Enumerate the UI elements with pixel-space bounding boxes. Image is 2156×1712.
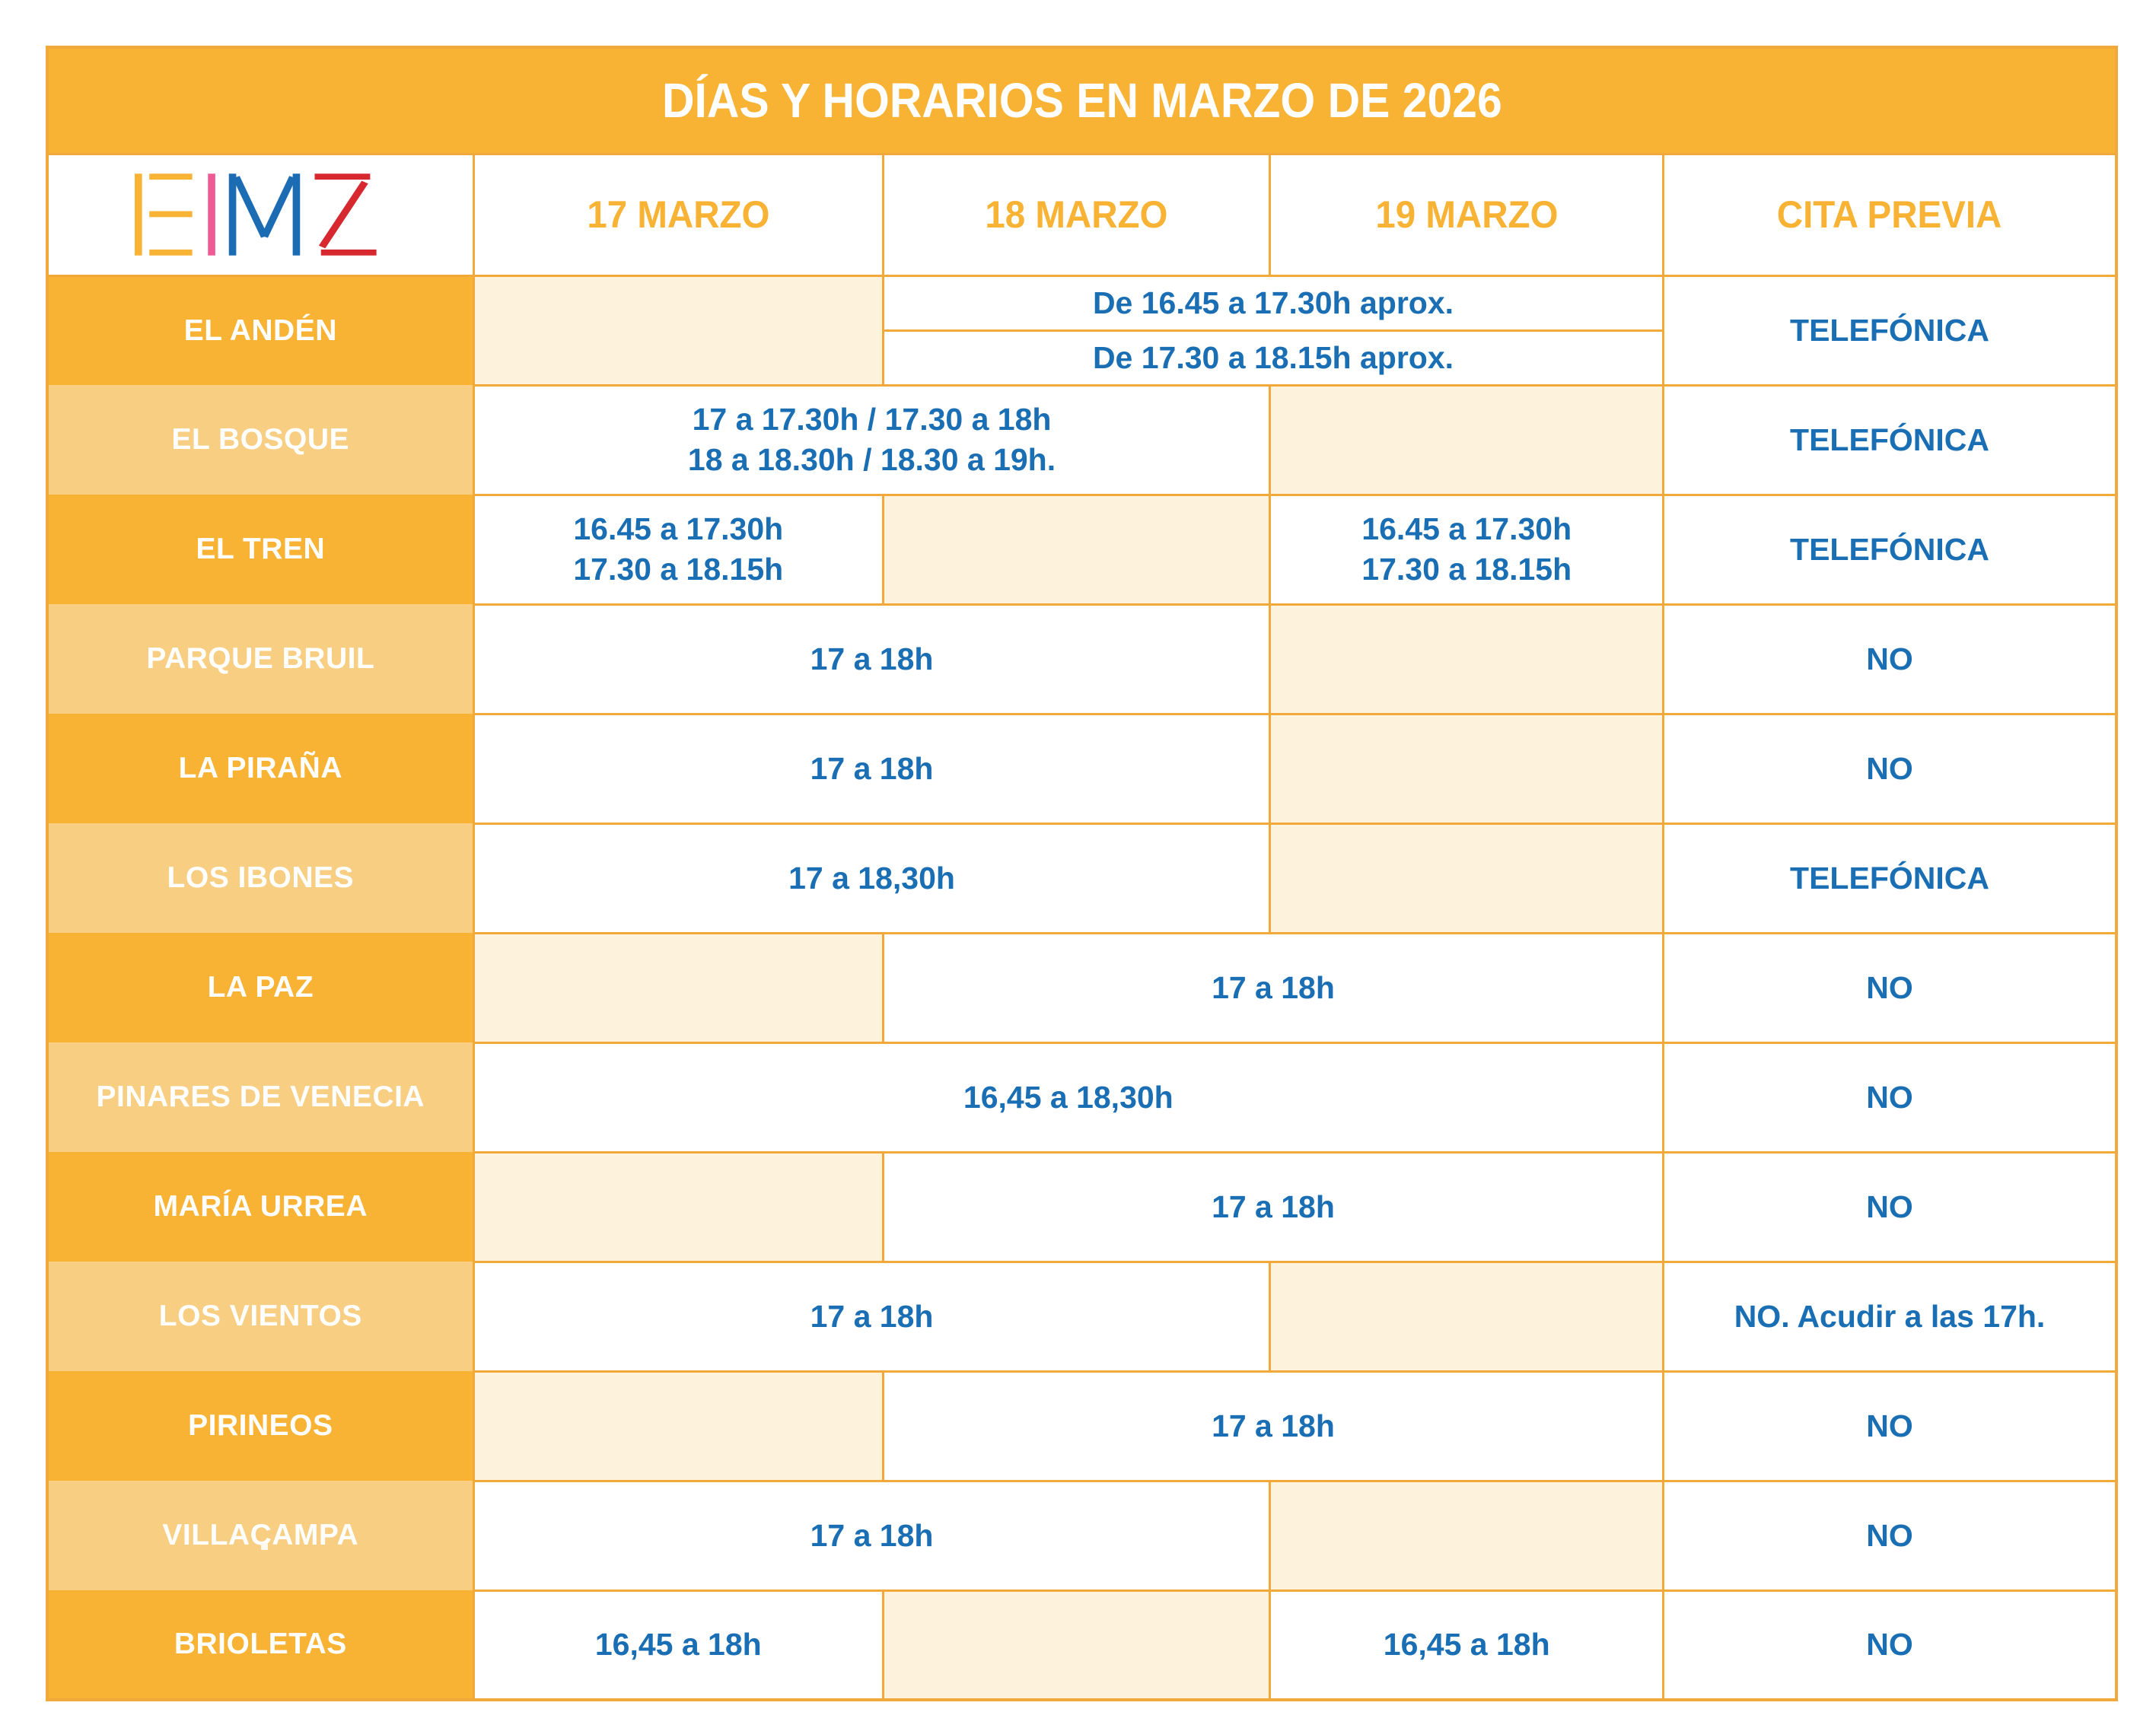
cita-cell: TELEFÓNICA: [1662, 822, 2118, 934]
row-label: BRIOLETAS: [47, 1590, 474, 1700]
column-header-17-marzo: 17 MARZO: [472, 152, 884, 277]
time-cell: 17 a 18h: [472, 1260, 1272, 1373]
row-label: MARÍA URREA: [47, 1152, 474, 1262]
time-cell: 16,45 a 18,30h: [472, 1041, 1665, 1154]
row-label: LA PIRAÑA: [47, 714, 474, 823]
column-header-18-marzo: 18 MARZO: [881, 152, 1272, 277]
cita-cell: TELEFÓNICA: [1662, 274, 2118, 387]
time-cell: 17 a 18h: [472, 712, 1272, 825]
column-header-19-marzo: 19 MARZO: [1269, 152, 1665, 277]
table-row: BRIOLETAS 16,45 a 18h 16,45 a 18h NO: [47, 1589, 2118, 1701]
time-cell: De 16.45 a 17.30h aprox.: [881, 274, 1665, 332]
time-cell: 17 a 18h: [472, 1479, 1272, 1592]
cita-cell: NO. Acudir a las 17h.: [1662, 1260, 2118, 1373]
table-row: PINARES DE VENECIA 16,45 a 18,30h NO: [47, 1041, 2118, 1154]
table-row: MARÍA URREA 17 a 18h NO: [47, 1150, 2118, 1263]
cita-cell: NO: [1662, 712, 2118, 825]
time-cell: 17 a 17.30h / 17.30 a 18h 18 a 18.30h / …: [472, 383, 1272, 496]
page-title: DÍAS Y HORARIOS EN MARZO DE 2026: [661, 73, 1502, 129]
cita-cell: NO: [1662, 1150, 2118, 1263]
table-row: LOS IBONES 17 a 18,30h TELEFÓNICA: [47, 822, 2118, 934]
row-label: PARQUE BRUIL: [47, 604, 474, 714]
table-row: De 17.30 a 18.15h aprox.: [47, 329, 2116, 387]
empty-cell: [881, 493, 1272, 606]
table-row: PIRINEOS 17 a 18h NO: [47, 1370, 2118, 1482]
empty-cell: [1269, 603, 1665, 715]
column-header-cita-previa: CITA PREVIA: [1662, 152, 2118, 277]
row-label: PIRINEOS: [47, 1371, 474, 1481]
time-cell: 16.45 a 17.30h 17.30 a 18.15h: [472, 493, 884, 606]
time-cell: 17 a 18h: [881, 1370, 1665, 1482]
empty-cell: [1269, 712, 1665, 825]
eimz-logo: [135, 173, 377, 256]
table-row: LA PAZ 17 a 18h NO: [47, 931, 2118, 1044]
table-row: EL TREN 16.45 a 17.30h 17.30 a 18.15h 16…: [47, 493, 2118, 606]
row-label: EL BOSQUE: [47, 385, 474, 495]
table-row: LA PIRAÑA 17 a 18h NO: [47, 712, 2118, 825]
cita-cell: NO: [1662, 1041, 2118, 1154]
cita-cell: TELEFÓNICA: [1662, 383, 2118, 496]
cita-cell: NO: [1662, 931, 2118, 1044]
empty-cell: [1269, 1479, 1665, 1592]
row-label: LA PAZ: [47, 933, 474, 1042]
empty-cell: [472, 931, 884, 1044]
time-cell: 16.45 a 17.30h 17.30 a 18.15h: [1269, 493, 1665, 606]
logo-cell: [46, 152, 475, 277]
empty-cell: [1269, 822, 1665, 934]
time-cell: 17 a 18,30h: [472, 822, 1272, 934]
table-row: EL ANDÉN De 16.45 a 17.30h aprox. TELEFÓ…: [47, 274, 2118, 387]
table-row: VILLACAMPA 17 a 18h NO: [47, 1479, 2118, 1592]
empty-cell: [472, 1370, 884, 1482]
stray-dot-artifact: [261, 1543, 268, 1550]
cita-cell: NO: [1662, 1589, 2118, 1701]
cita-cell: NO: [1662, 603, 2118, 715]
time-cell: 17 a 18h: [881, 931, 1665, 1044]
row-label: LOS IBONES: [47, 823, 474, 933]
schedule-table: DÍAS Y HORARIOS EN MARZO DE 2026: [46, 46, 2118, 1701]
empty-cell: [472, 1150, 884, 1263]
table-row: PARQUE BRUIL 17 a 18h NO: [47, 603, 2118, 715]
empty-cell: [1269, 383, 1665, 496]
row-label: EL ANDÉN: [47, 275, 474, 385]
time-cell: De 17.30 a 18.15h aprox.: [881, 329, 1665, 387]
cita-cell: NO: [1662, 1479, 2118, 1592]
row-label: EL TREN: [47, 495, 474, 604]
table-row: EL BOSQUE 17 a 17.30h / 17.30 a 18h 18 a…: [47, 383, 2118, 496]
cita-cell: TELEFÓNICA: [1662, 493, 2118, 606]
row-label: LOS VIENTOS: [47, 1262, 474, 1371]
empty-cell: [472, 274, 884, 387]
time-cell: 16,45 a 18h: [472, 1589, 884, 1701]
row-label: PINARES DE VENECIA: [47, 1042, 474, 1152]
cita-cell: NO: [1662, 1370, 2118, 1482]
time-cell: 17 a 18h: [472, 603, 1272, 715]
title-banner: DÍAS Y HORARIOS EN MARZO DE 2026: [47, 47, 2116, 154]
time-cell: 17 a 18h: [881, 1150, 1665, 1263]
row-label: VILLACAMPA: [47, 1481, 474, 1590]
empty-cell: [1269, 1260, 1665, 1373]
time-cell: 16,45 a 18h: [1269, 1589, 1665, 1701]
table-row: LOS VIENTOS 17 a 18h NO. Acudir a las 17…: [47, 1260, 2118, 1373]
empty-cell: [881, 1589, 1272, 1701]
